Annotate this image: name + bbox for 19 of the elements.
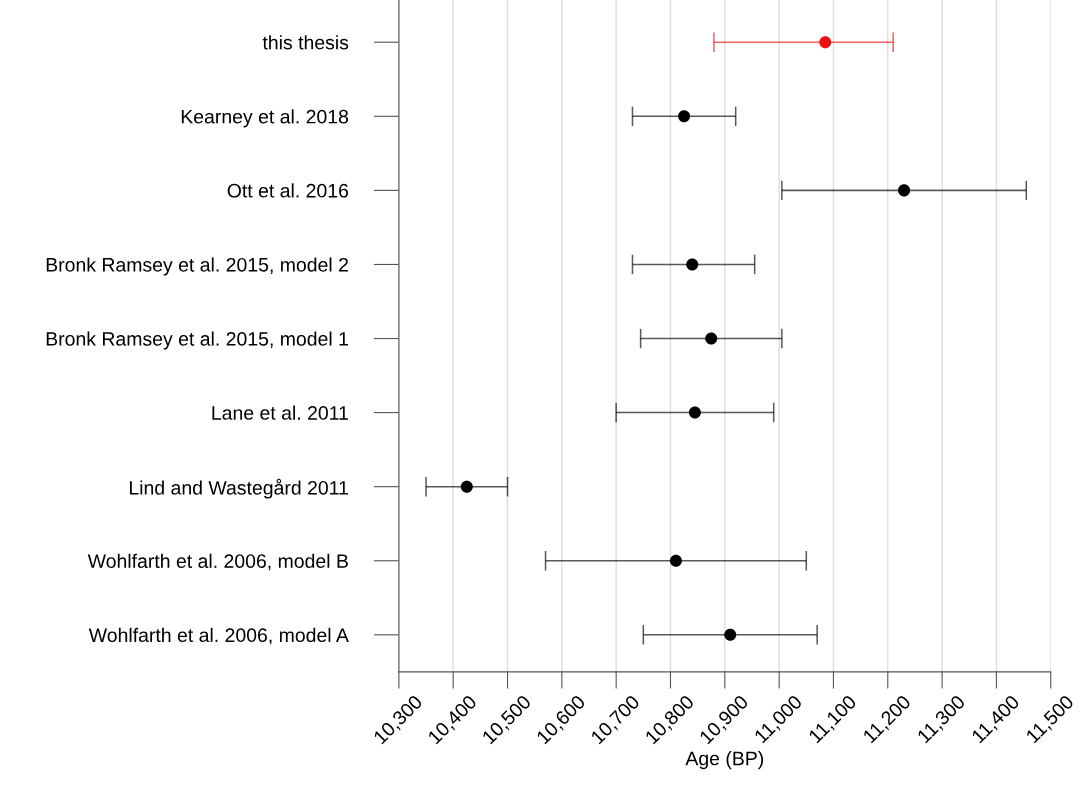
x-axis-title: Age (BP) [685, 751, 764, 770]
y-tick-label: Kearney et al. 2018 [181, 109, 349, 128]
point [460, 480, 473, 493]
y-tick-label: Bronk Ramsey et al. 2015, model 1 [46, 331, 348, 350]
point [678, 110, 691, 123]
point [819, 36, 832, 49]
point [686, 258, 699, 271]
y-tick-label: Lind and Wastegård 2011 [129, 478, 348, 499]
point [898, 184, 911, 197]
point [724, 628, 737, 641]
y-tick-label: Ott et al. 2016 [227, 183, 349, 198]
point [688, 406, 701, 419]
y-tick-label: this thesis [262, 35, 349, 50]
y-tick-label: Wohlfarth et al. 2006, model A [88, 627, 349, 645]
y-tick-label: Wohlfarth et al. 2006, model B [87, 553, 348, 571]
point [669, 554, 682, 567]
y-tick-label: Lane et al. 2011 [212, 405, 348, 420]
y-tick-label: Bronk Ramsey et al. 2015, model 2 [46, 257, 348, 276]
point [705, 332, 718, 345]
